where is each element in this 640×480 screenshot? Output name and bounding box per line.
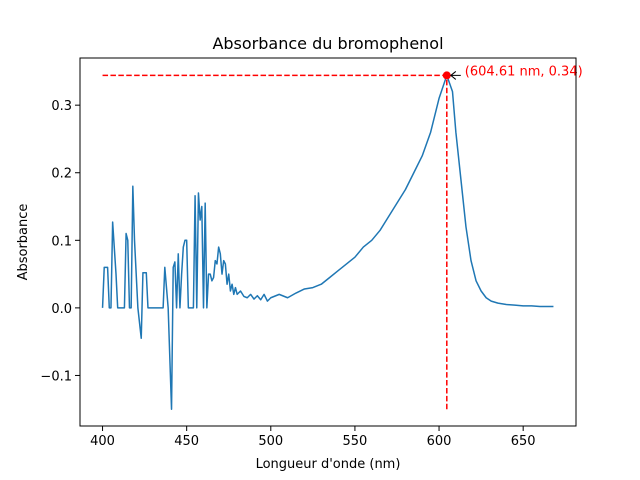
x-tick-label: 650 [511,434,536,449]
y-axis-label: Absorbance [16,204,31,281]
y-tick-label: 0.0 [51,302,72,317]
annotation-arrow [450,71,461,80]
annotation: (604.61 nm, 0.34) [465,64,583,79]
x-tick-label: 550 [343,434,368,449]
plot-frame [79,57,577,427]
y-tick-label: −0.1 [40,369,72,384]
y-tick-label: 0.2 [51,167,72,182]
data-line [101,74,554,410]
peak-point [442,71,451,80]
chart-title: Absorbance du bromophenol [212,34,443,53]
x-tick-label: 400 [90,434,115,449]
y-tick-label: 0.1 [51,234,72,249]
x-tick-label: 600 [427,434,452,449]
x-axis-label: Longueur d'onde (nm) [256,457,401,472]
x-tick-label: 500 [258,434,283,449]
y-tick-label: 0.3 [51,99,72,114]
x-tick-label: 450 [174,434,199,449]
